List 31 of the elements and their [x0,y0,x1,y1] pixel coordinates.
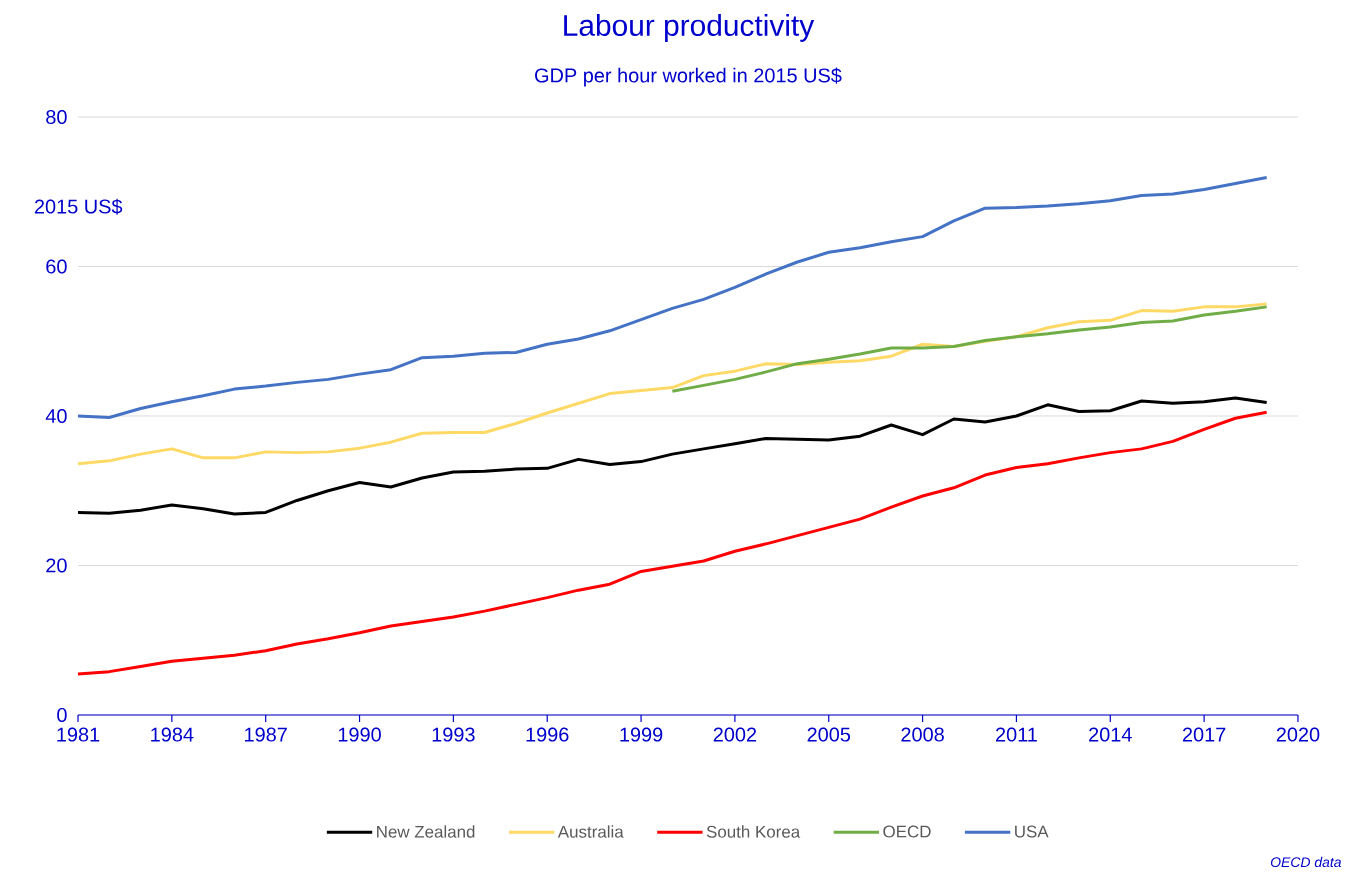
x-tick-label: 2017 [1182,727,1226,742]
legend-label: USA [1015,825,1049,838]
x-tick-label: 2002 [713,727,757,742]
legend-label: OECD [883,825,931,838]
y-tick-label: 80 [46,109,67,125]
legend-label: New Zealand [377,825,475,838]
x-tick-label: 1990 [338,727,381,742]
y-axis-title: 2015 US$ [34,198,123,215]
y-tick-label: 60 [46,259,67,274]
y-tick-label: 20 [46,558,67,573]
legend-label: South Korea [706,825,801,838]
x-tick-label: 2005 [807,727,851,742]
y-tick-label: 40 [45,408,67,424]
x-tick-label: 2011 [996,727,1037,742]
x-tick-label: 2020 [1276,727,1320,742]
x-tick-label: 1996 [526,727,569,742]
x-tick-label: 1987 [245,727,287,742]
line-series [76,396,1269,516]
line-series [670,305,1269,393]
chart-subtitle: GDP per hour worked in 2015 US$ [535,67,842,87]
x-tick-label: 1984 [151,727,194,742]
x-tick-label: 2008 [901,727,944,742]
chart-title: Labour productivity [564,14,815,42]
y-tick-label: 0 [57,707,67,723]
line-series [76,176,1269,419]
x-tick-label: 1999 [620,727,663,742]
x-tick-label: 2014 [1089,727,1132,742]
legend-label: Australia [557,825,624,838]
x-tick-label: 1993 [432,727,475,742]
x-tick-label: 1981 [57,727,100,742]
text: OECD data [1270,856,1342,868]
